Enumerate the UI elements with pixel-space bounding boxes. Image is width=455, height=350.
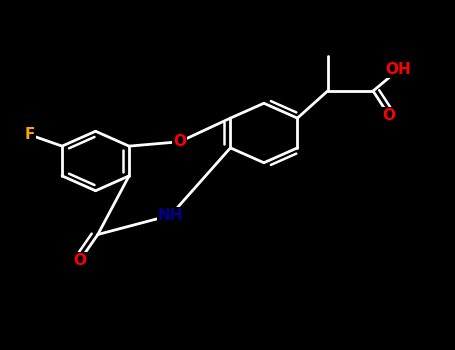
Text: NH: NH <box>158 208 183 223</box>
Text: O: O <box>383 108 395 123</box>
Text: O: O <box>173 134 186 149</box>
Text: F: F <box>25 127 35 142</box>
Text: O: O <box>73 253 86 268</box>
Text: OH: OH <box>385 63 411 77</box>
